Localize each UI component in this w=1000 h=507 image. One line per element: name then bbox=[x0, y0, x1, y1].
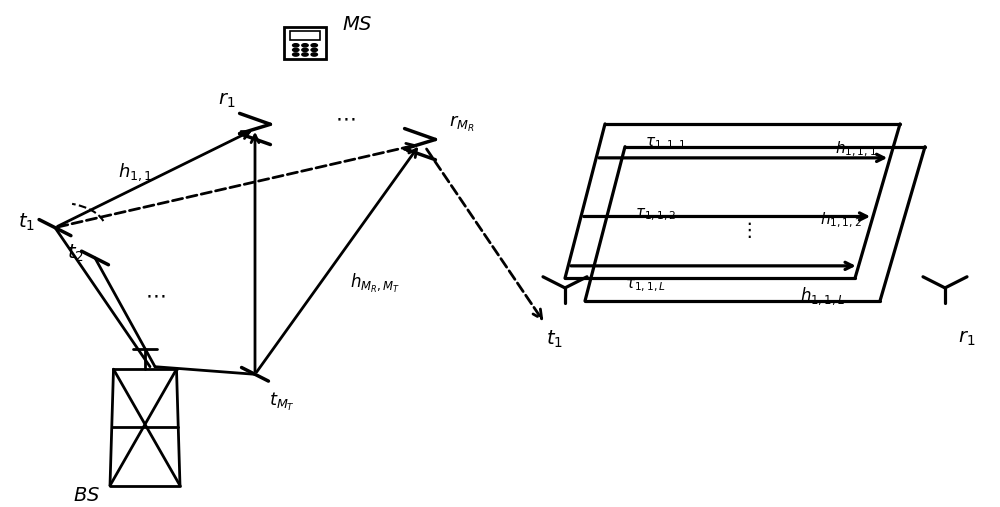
Text: $\cdots$: $\cdots$ bbox=[335, 110, 355, 128]
Text: $\vdots$: $\vdots$ bbox=[739, 220, 751, 240]
Text: $h_{1,1,2}$: $h_{1,1,2}$ bbox=[820, 210, 862, 230]
Text: $h_{1,1,1}$: $h_{1,1,1}$ bbox=[835, 139, 877, 159]
Text: $BS$: $BS$ bbox=[73, 487, 101, 504]
Text: $t_{M_T}$: $t_{M_T}$ bbox=[269, 391, 295, 413]
Text: $h_{M_R,M_T}$: $h_{M_R,M_T}$ bbox=[350, 272, 400, 295]
Text: $t_1$: $t_1$ bbox=[18, 212, 36, 233]
Bar bbox=[290, 30, 320, 41]
Circle shape bbox=[293, 48, 299, 52]
Circle shape bbox=[293, 53, 299, 56]
Circle shape bbox=[302, 44, 308, 47]
Text: $t_2$: $t_2$ bbox=[67, 242, 83, 264]
Text: $\tau_{1,1,L}$: $\tau_{1,1,L}$ bbox=[625, 278, 666, 294]
Circle shape bbox=[302, 48, 308, 52]
Circle shape bbox=[311, 44, 317, 47]
Circle shape bbox=[311, 48, 317, 52]
Text: $r_1$: $r_1$ bbox=[218, 92, 236, 111]
Text: $r_1$: $r_1$ bbox=[958, 330, 976, 348]
Text: $h_{1,1}$: $h_{1,1}$ bbox=[118, 161, 152, 183]
Circle shape bbox=[311, 53, 317, 56]
Text: $r_{M_R}$: $r_{M_R}$ bbox=[449, 114, 475, 134]
Text: $\cdots$: $\cdots$ bbox=[145, 286, 165, 305]
Text: $\tau_{1,1,2}$: $\tau_{1,1,2}$ bbox=[635, 207, 676, 223]
Circle shape bbox=[302, 53, 308, 56]
Bar bbox=[284, 26, 326, 59]
Text: $\tau_{1,1,1}$: $\tau_{1,1,1}$ bbox=[645, 136, 686, 152]
Text: $t_1$: $t_1$ bbox=[546, 328, 564, 349]
Circle shape bbox=[293, 44, 299, 47]
Text: $MS$: $MS$ bbox=[342, 16, 372, 34]
Text: $h_{1,1,L}$: $h_{1,1,L}$ bbox=[800, 285, 845, 307]
